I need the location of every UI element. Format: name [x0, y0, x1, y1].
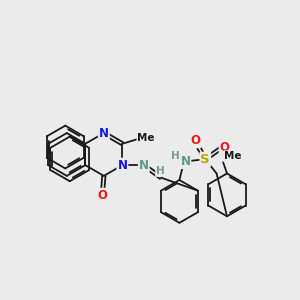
Text: Me: Me	[224, 151, 242, 161]
Text: S: S	[200, 153, 210, 166]
Text: N: N	[139, 159, 149, 172]
Text: N: N	[117, 159, 128, 172]
Text: N: N	[99, 127, 109, 140]
Text: Me: Me	[137, 133, 155, 143]
Text: N: N	[180, 155, 190, 168]
Text: O: O	[220, 141, 230, 154]
Text: H: H	[171, 151, 180, 161]
Text: O: O	[98, 189, 107, 202]
Text: H: H	[156, 166, 165, 176]
Text: O: O	[190, 134, 200, 147]
